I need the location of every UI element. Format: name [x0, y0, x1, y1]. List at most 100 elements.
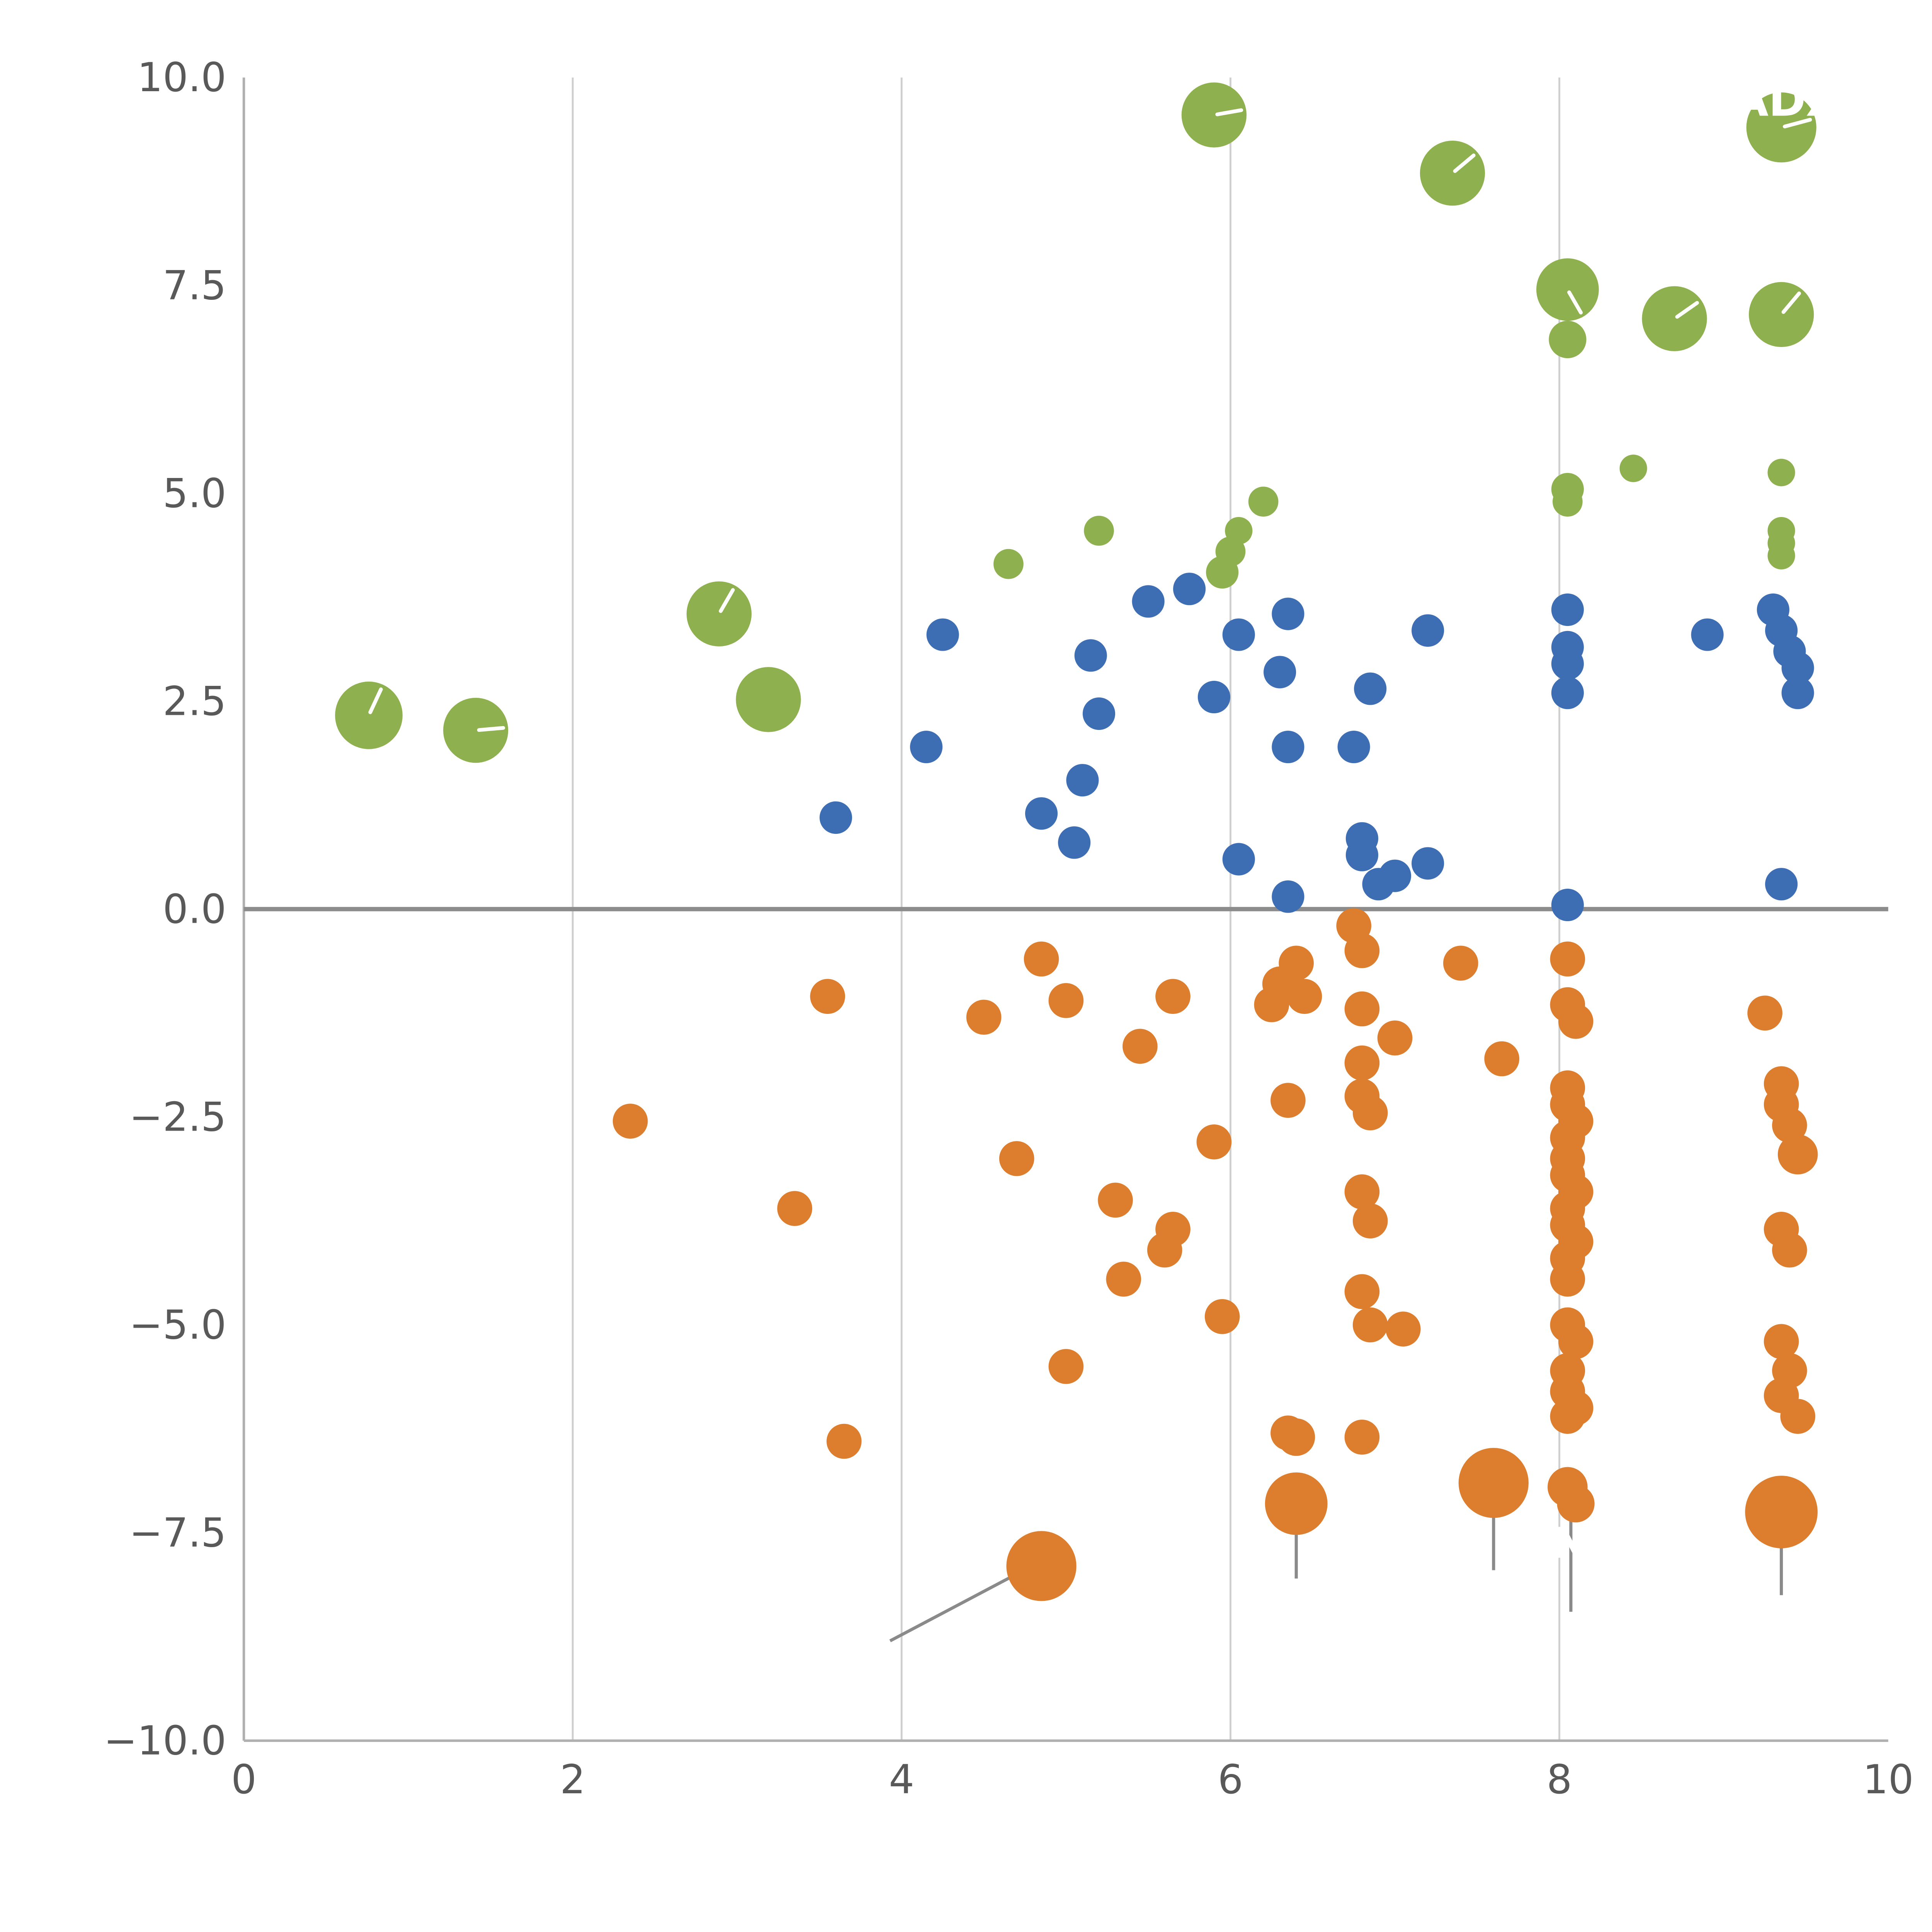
x-tick-label: 10 — [1863, 1757, 1914, 1803]
green-data-point — [1420, 140, 1485, 206]
blue-data-point — [1025, 797, 1058, 830]
bubble-symbol-label: EN — [1523, 1518, 1588, 1568]
green-data-point — [1225, 517, 1253, 545]
green-data-point — [1248, 486, 1279, 517]
blue-data-point — [1781, 651, 1814, 684]
blue-data-point — [1551, 647, 1584, 680]
green-data-point — [1619, 454, 1647, 482]
blue-data-point — [1345, 838, 1378, 871]
orange-data-point — [1279, 946, 1314, 981]
orange-data-point — [1747, 995, 1782, 1031]
orange-data-point — [1265, 1472, 1328, 1535]
blue-data-point — [1058, 826, 1091, 859]
y-tick-label: 0.0 — [163, 886, 226, 932]
orange-data-point — [1344, 1045, 1380, 1081]
orange-data-point — [1352, 1203, 1388, 1239]
orange-data-point — [1772, 1232, 1807, 1268]
x-tick-label: 2 — [560, 1757, 585, 1803]
orange-data-point — [1764, 1324, 1799, 1359]
blue-data-point — [1765, 868, 1798, 901]
blue-data-point — [1781, 677, 1814, 709]
green-data-point — [335, 681, 403, 749]
green-data-point — [1746, 92, 1816, 163]
blue-data-point — [1412, 614, 1444, 647]
green-data-point — [736, 667, 801, 732]
blue-data-point — [1272, 597, 1304, 630]
blue-data-point — [1337, 731, 1370, 764]
blue-data-point — [1551, 593, 1584, 626]
orange-data-point — [777, 1191, 813, 1226]
green-data-point — [1536, 258, 1599, 321]
y-tick-label: −10.0 — [104, 1718, 226, 1764]
blue-data-point — [926, 618, 959, 651]
data-points-layer — [335, 82, 1818, 1601]
orange-data-point — [1352, 1095, 1388, 1131]
orange-data-point — [1386, 1311, 1421, 1347]
orange-data-point — [1550, 941, 1585, 977]
y-tick-label: −2.5 — [129, 1094, 226, 1140]
orange-data-point — [810, 979, 845, 1014]
green-data-point — [1084, 515, 1114, 546]
x-tick-label: 8 — [1547, 1757, 1572, 1803]
blue-data-point — [820, 801, 852, 834]
orange-data-point — [966, 1000, 1002, 1035]
green-data-point — [1553, 486, 1583, 517]
orange-data-point — [1155, 1212, 1190, 1247]
orange-data-point — [1344, 1274, 1380, 1310]
green-data-point — [1642, 286, 1707, 351]
orange-data-point — [1558, 1324, 1594, 1359]
blue-data-point — [1272, 880, 1304, 913]
orange-data-point — [1006, 1531, 1077, 1601]
orange-data-point — [1048, 983, 1084, 1018]
bubble-tick-mark — [477, 726, 505, 732]
bubble-tick-mark — [1215, 108, 1243, 116]
x-tick-label: 0 — [231, 1757, 257, 1803]
orange-data-point — [1196, 1124, 1232, 1160]
blue-data-point — [1691, 618, 1724, 651]
green-data-point — [443, 697, 509, 763]
green-data-point — [1767, 542, 1795, 570]
blue-data-point — [1132, 585, 1165, 618]
orange-data-point — [1344, 933, 1380, 968]
bubble-tick-mark — [368, 687, 383, 714]
y-tick-label: −5.0 — [129, 1302, 226, 1348]
blue-data-point — [1074, 639, 1107, 672]
bubble-tick-mark — [719, 588, 735, 613]
bubble-tick-mark — [1783, 117, 1812, 129]
blue-data-point — [1222, 843, 1255, 876]
blue-data-point — [1551, 888, 1584, 922]
orange-data-point — [1204, 1299, 1240, 1334]
green-data-point — [1549, 321, 1587, 359]
orange-data-point — [1377, 1020, 1413, 1056]
orange-data-point — [1550, 1399, 1585, 1434]
y-tick-label: −7.5 — [129, 1510, 226, 1556]
y-tick-label: 5.0 — [163, 470, 226, 517]
orange-data-point — [1780, 1399, 1815, 1434]
x-tick-label: 4 — [889, 1757, 914, 1803]
axes-spines-layer — [242, 77, 1888, 1742]
green-data-point — [1748, 282, 1814, 347]
blue-data-point — [1354, 672, 1387, 705]
x-tick-label: 6 — [1218, 1757, 1243, 1803]
blue-data-point — [1066, 764, 1099, 797]
blue-data-point — [1264, 656, 1296, 689]
blue-data-point — [1378, 859, 1412, 892]
orange-data-point — [1557, 1485, 1595, 1523]
blue-data-point — [1412, 847, 1444, 880]
annotations-layer: ADX EN — [1523, 75, 1840, 1568]
green-data-point — [1181, 82, 1247, 148]
orange-data-point — [999, 1141, 1034, 1176]
orange-data-point — [1772, 1107, 1807, 1143]
orange-data-point — [1352, 1307, 1388, 1343]
orange-data-point — [1270, 1083, 1306, 1118]
orange-data-point — [1098, 1182, 1133, 1218]
orange-data-point — [827, 1423, 862, 1459]
orange-data-point — [1155, 979, 1190, 1014]
bubble-tick-mark — [1781, 291, 1801, 314]
orange-data-point — [1277, 1418, 1315, 1456]
orange-data-point — [1287, 979, 1322, 1014]
orange-data-point — [1484, 1041, 1519, 1077]
tick-labels-layer: 0 2 4 6 8 10 10.0 7.5 5.0 2.5 0.0 −2.5 −5.0 −7.5 −10.0 — [104, 54, 1913, 1803]
orange-data-point — [1777, 1134, 1818, 1175]
